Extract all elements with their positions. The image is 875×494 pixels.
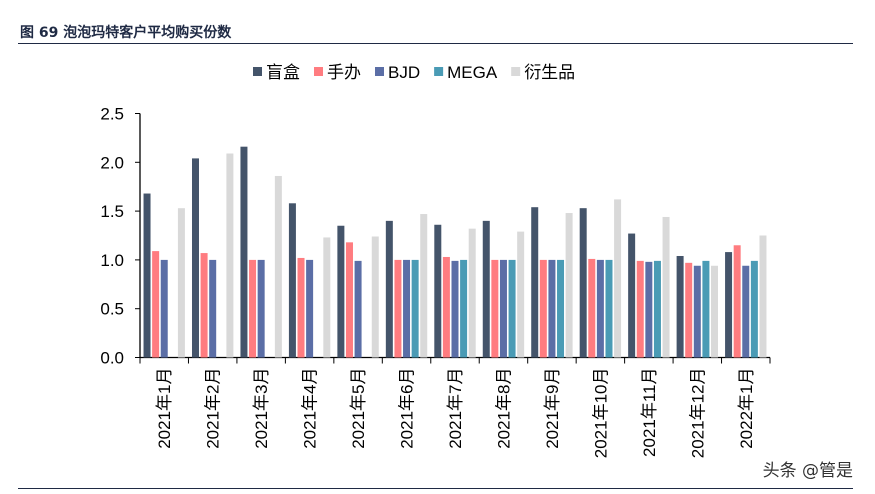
bar-BJD — [403, 259, 411, 358]
legend-label: 盲盒 — [266, 63, 300, 82]
bar-衍生品 — [662, 216, 670, 358]
bar-MEGA — [605, 259, 613, 358]
bar-衍生品 — [759, 235, 767, 358]
bar-衍生品 — [711, 265, 719, 358]
legend-swatch — [511, 67, 521, 76]
x-tick-label: 2021年10月 — [591, 368, 610, 459]
bar-盲盒 — [288, 203, 296, 358]
bar-MEGA — [557, 259, 565, 358]
bar-盲盒 — [337, 225, 345, 358]
bar-衍生品 — [565, 213, 573, 358]
bar-MEGA — [702, 260, 710, 358]
bar-BJD — [354, 260, 362, 358]
bar-手办 — [297, 257, 305, 358]
bar-BJD — [209, 259, 217, 358]
bar-BJD — [451, 260, 459, 358]
y-tick-label: 2.0 — [100, 153, 124, 172]
bar-盲盒 — [434, 224, 442, 358]
x-tick-label: 2021年2月 — [204, 368, 223, 449]
legend-swatch — [434, 67, 444, 76]
title-divider — [18, 43, 853, 44]
bar-盲盒 — [531, 207, 539, 358]
bar-衍生品 — [468, 228, 476, 358]
x-tick-label: 2021年7月 — [446, 368, 465, 449]
bar-手办 — [733, 245, 741, 358]
bar-衍生品 — [614, 199, 622, 358]
bar-盲盒 — [385, 220, 393, 358]
bar-盲盒 — [676, 255, 684, 358]
y-tick-label: 1.5 — [100, 202, 124, 221]
x-tick-label: 2021年11月 — [640, 368, 659, 457]
bar-手办 — [588, 258, 596, 358]
bar-衍生品 — [420, 214, 428, 358]
bar-BJD — [742, 265, 750, 358]
bar-手办 — [249, 259, 257, 358]
bar-BJD — [645, 261, 653, 358]
x-tick-label: 2021年4月 — [301, 368, 320, 449]
figure-title: 图 69 泡泡玛特客户平均购买份数 — [20, 25, 232, 41]
bar-MEGA — [750, 260, 758, 358]
bar-MEGA — [508, 259, 516, 358]
bar-MEGA — [460, 259, 468, 358]
bar-衍生品 — [323, 237, 331, 358]
bar-手办 — [200, 253, 208, 358]
bar-BJD — [596, 259, 604, 358]
bar-盲盒 — [240, 146, 248, 358]
x-tick-label: 2022年1月 — [737, 368, 756, 449]
bar-衍生品 — [177, 208, 185, 358]
x-tick-label: 2021年5月 — [349, 368, 368, 449]
bar-MEGA — [411, 259, 419, 358]
y-tick-label: 0.0 — [100, 349, 124, 368]
bar-手办 — [636, 260, 644, 358]
legend-swatch — [253, 67, 262, 76]
legend-label: MEGA — [447, 63, 498, 82]
watermark: 头条 @管是 — [762, 461, 853, 481]
bar-手办 — [442, 256, 450, 358]
y-tick-label: 0.5 — [100, 300, 124, 319]
x-tick-label: 2021年6月 — [398, 368, 417, 449]
bar-衍生品 — [517, 231, 525, 358]
legend-label: 手办 — [327, 63, 361, 82]
x-tick-label: 2021年9月 — [543, 368, 562, 449]
bar-手办 — [539, 259, 547, 358]
bar-BJD — [306, 259, 314, 358]
legend-label: BJD — [388, 63, 420, 82]
legend-label: 衍生品 — [524, 63, 575, 82]
bar-手办 — [152, 251, 160, 358]
bar-BJD — [548, 259, 556, 358]
x-tick-label: 2021年12月 — [688, 368, 707, 459]
bar-手办 — [685, 262, 693, 358]
bar-手办 — [345, 242, 353, 358]
bar-衍生品 — [371, 236, 379, 358]
bar-盲盒 — [143, 193, 151, 358]
bar-MEGA — [653, 260, 661, 358]
bar-衍生品 — [226, 153, 234, 358]
bar-BJD — [693, 265, 701, 358]
bar-盲盒 — [628, 233, 636, 358]
x-tick-label: 2021年3月 — [252, 368, 271, 449]
bar-盲盒 — [482, 220, 490, 358]
y-tick-label: 2.5 — [100, 105, 124, 124]
bar-BJD — [499, 259, 507, 358]
bar-手办 — [491, 259, 499, 358]
legend-swatch — [314, 67, 323, 76]
bar-衍生品 — [274, 175, 282, 358]
bar-盲盒 — [191, 158, 199, 358]
x-tick-label: 2021年8月 — [494, 368, 513, 449]
bar-BJD — [160, 259, 168, 358]
bar-手办 — [394, 259, 402, 358]
bar-盲盒 — [725, 252, 733, 358]
y-tick-label: 1.0 — [100, 251, 124, 270]
bar-盲盒 — [579, 208, 587, 358]
bottom-divider — [18, 488, 853, 489]
bar-BJD — [257, 259, 265, 358]
legend-swatch — [375, 67, 384, 76]
x-tick-label: 2021年1月 — [155, 368, 174, 449]
